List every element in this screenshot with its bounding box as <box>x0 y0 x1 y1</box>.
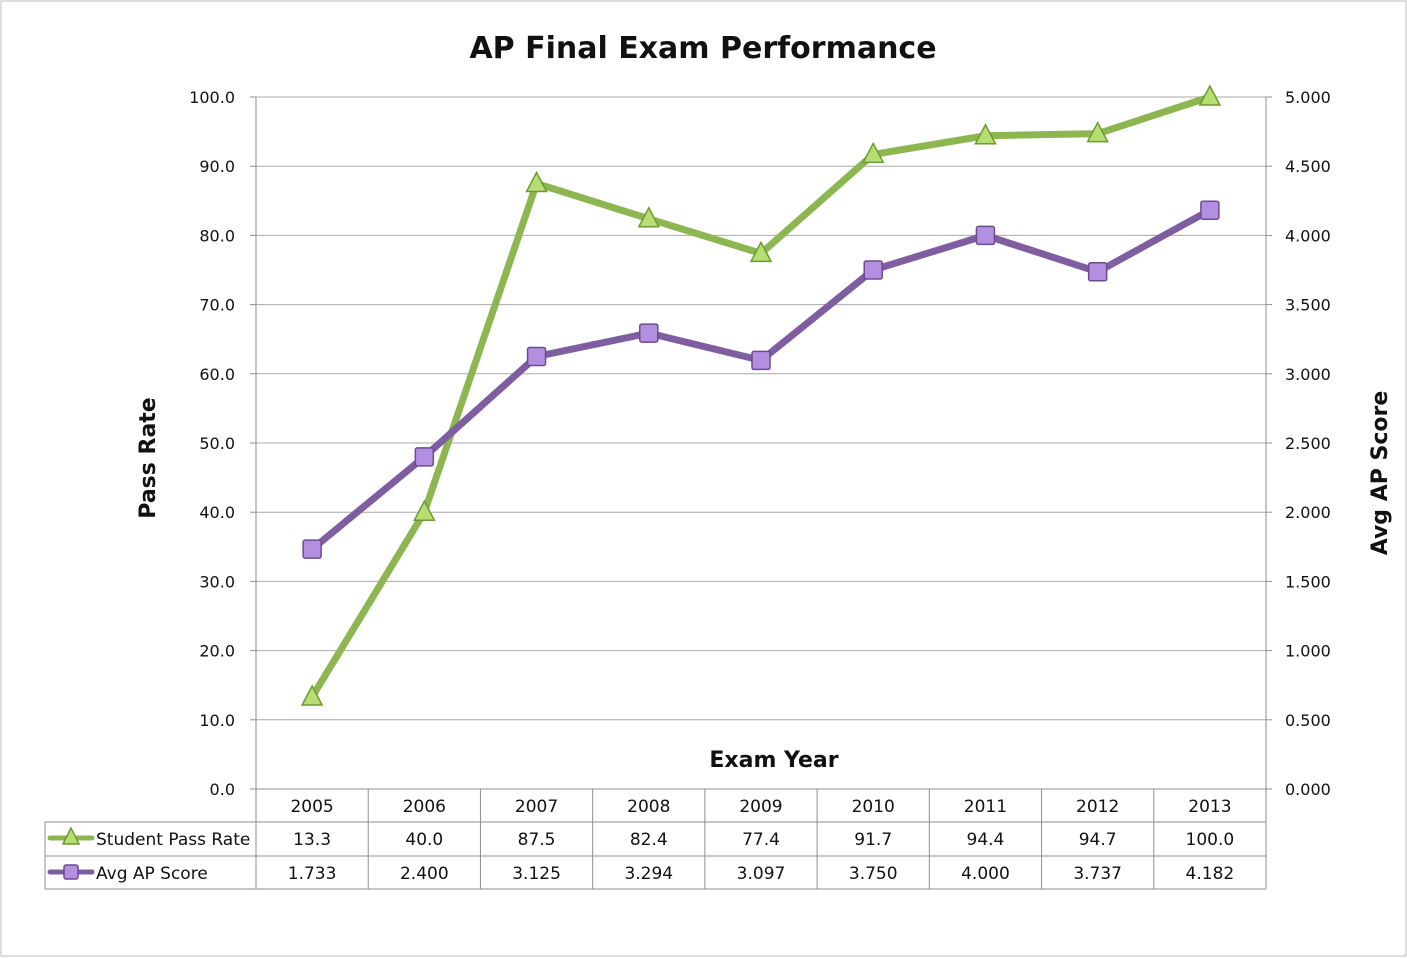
x-category-label: 2009 <box>739 797 782 817</box>
student-pass-rate-point <box>974 123 997 145</box>
right-tick-label: 1.000 <box>1285 642 1331 661</box>
right-tick-label: 2.000 <box>1285 503 1331 522</box>
series-markers <box>300 84 1222 706</box>
student-pass-rate-value: 87.5 <box>518 830 556 850</box>
student-pass-rate-value: 100.0 <box>1186 830 1235 850</box>
left-tick-label: 0.0 <box>210 780 235 799</box>
x-category-label: 2010 <box>852 797 895 817</box>
left-tick-label: 90.0 <box>199 157 235 176</box>
avg-ap-score-value: 4.000 <box>961 864 1010 884</box>
student-pass-rate-point <box>637 206 661 228</box>
student-pass-rate-value: 40.0 <box>405 830 443 850</box>
right-tick-label: 0.500 <box>1285 711 1331 730</box>
right-tick-label: 2.500 <box>1285 434 1331 453</box>
right-tick-label: 4.500 <box>1285 157 1331 176</box>
x-category-label: 2013 <box>1188 797 1231 817</box>
x-category-label: 2006 <box>403 797 446 817</box>
right-tick-label: 3.000 <box>1285 365 1331 384</box>
left-tick-label: 10.0 <box>199 711 235 730</box>
student-pass-rate-point <box>749 240 773 263</box>
right-tick-label: 5.000 <box>1285 88 1331 107</box>
student-pass-rate-point <box>861 141 885 164</box>
avg-ap-score-value: 1.733 <box>288 864 337 884</box>
right-tick-label: 4.000 <box>1285 226 1331 245</box>
left-tick-label: 50.0 <box>199 434 235 453</box>
left-axis-ticks: 0.0 10.0 20.0 30.0 40.0 50.0 60.0 70.0 80.0 90.0 1… <box>189 88 235 799</box>
left-tick-label: 80.0 <box>199 226 235 245</box>
student-pass-rate-legend-marker <box>61 826 81 845</box>
x-category-label: 2011 <box>964 797 1007 817</box>
student-pass-rate-point <box>300 684 324 706</box>
avg-ap-score-point <box>751 350 771 371</box>
student-pass-rate-value: 13.3 <box>293 830 331 850</box>
avg-ap-score-point <box>302 539 322 559</box>
x-category-label: 2008 <box>627 797 670 817</box>
avg-ap-score-legend-marker <box>63 864 79 880</box>
avg-ap-score-value: 2.400 <box>400 864 449 884</box>
student-pass-rate-value: 91.7 <box>854 830 892 850</box>
left-tick-label: 60.0 <box>199 365 235 384</box>
x-category-label: 2012 <box>1076 797 1119 817</box>
avg-ap-score-point <box>1087 262 1108 282</box>
student-pass-rate-value: 94.4 <box>967 830 1005 850</box>
right-tick-label: 0.000 <box>1285 780 1331 799</box>
student-pass-rate-point <box>1198 84 1222 106</box>
right-tick-label: 3.500 <box>1285 296 1331 315</box>
student-pass-rate-value: 77.4 <box>742 830 780 850</box>
avg-ap-score-value: 3.737 <box>1073 864 1122 884</box>
x-category-label: 2005 <box>290 797 333 817</box>
left-tick-label: 70.0 <box>199 296 235 315</box>
avg-ap-score-point <box>975 225 996 246</box>
student-pass-rate-point <box>525 170 548 193</box>
student-pass-rate-point <box>413 499 436 521</box>
student-pass-rate-value: 82.4 <box>630 830 668 850</box>
right-axis-ticks: 0.000 0.500 1.000 1.500 2.000 2.500 3.000 3.500… <box>1285 88 1331 799</box>
right-tick-label: 1.500 <box>1285 572 1331 591</box>
avg-ap-score-point <box>639 323 659 343</box>
chart-title: AP Final Exam Performance <box>469 31 936 66</box>
avg-ap-score-legend-label: Avg AP Score <box>96 864 208 884</box>
student-pass-rate-point <box>1086 121 1109 143</box>
avg-ap-score-value: 3.750 <box>849 864 898 884</box>
y-axis-title-left: Pass Rate <box>136 397 161 518</box>
avg-ap-score-value: 3.125 <box>512 864 561 884</box>
avg-ap-score-point <box>1200 200 1220 220</box>
left-tick-label: 40.0 <box>199 503 235 522</box>
left-tick-label: 100.0 <box>189 88 235 107</box>
student-pass-rate-value: 94.7 <box>1079 830 1117 850</box>
x-category-label: 2007 <box>515 797 558 817</box>
avg-ap-score-point <box>863 260 883 280</box>
student-pass-rate-legend-label: Student Pass Rate <box>96 830 250 850</box>
avg-ap-score-value: 4.182 <box>1186 864 1235 884</box>
data-table: 2005 2006 2007 2008 2009 2010 2011 2012 2013 Stud… <box>44 788 1267 890</box>
y-axis-title-right: Avg AP Score <box>1368 391 1393 556</box>
x-axis-title: Exam Year <box>709 748 838 773</box>
avg-ap-score-value: 3.097 <box>737 864 786 884</box>
avg-ap-score-point <box>526 346 547 367</box>
left-tick-label: 20.0 <box>199 642 235 661</box>
left-tick-label: 30.0 <box>199 572 235 591</box>
avg-ap-score-point <box>414 447 435 467</box>
avg-ap-score-value: 3.294 <box>624 864 673 884</box>
